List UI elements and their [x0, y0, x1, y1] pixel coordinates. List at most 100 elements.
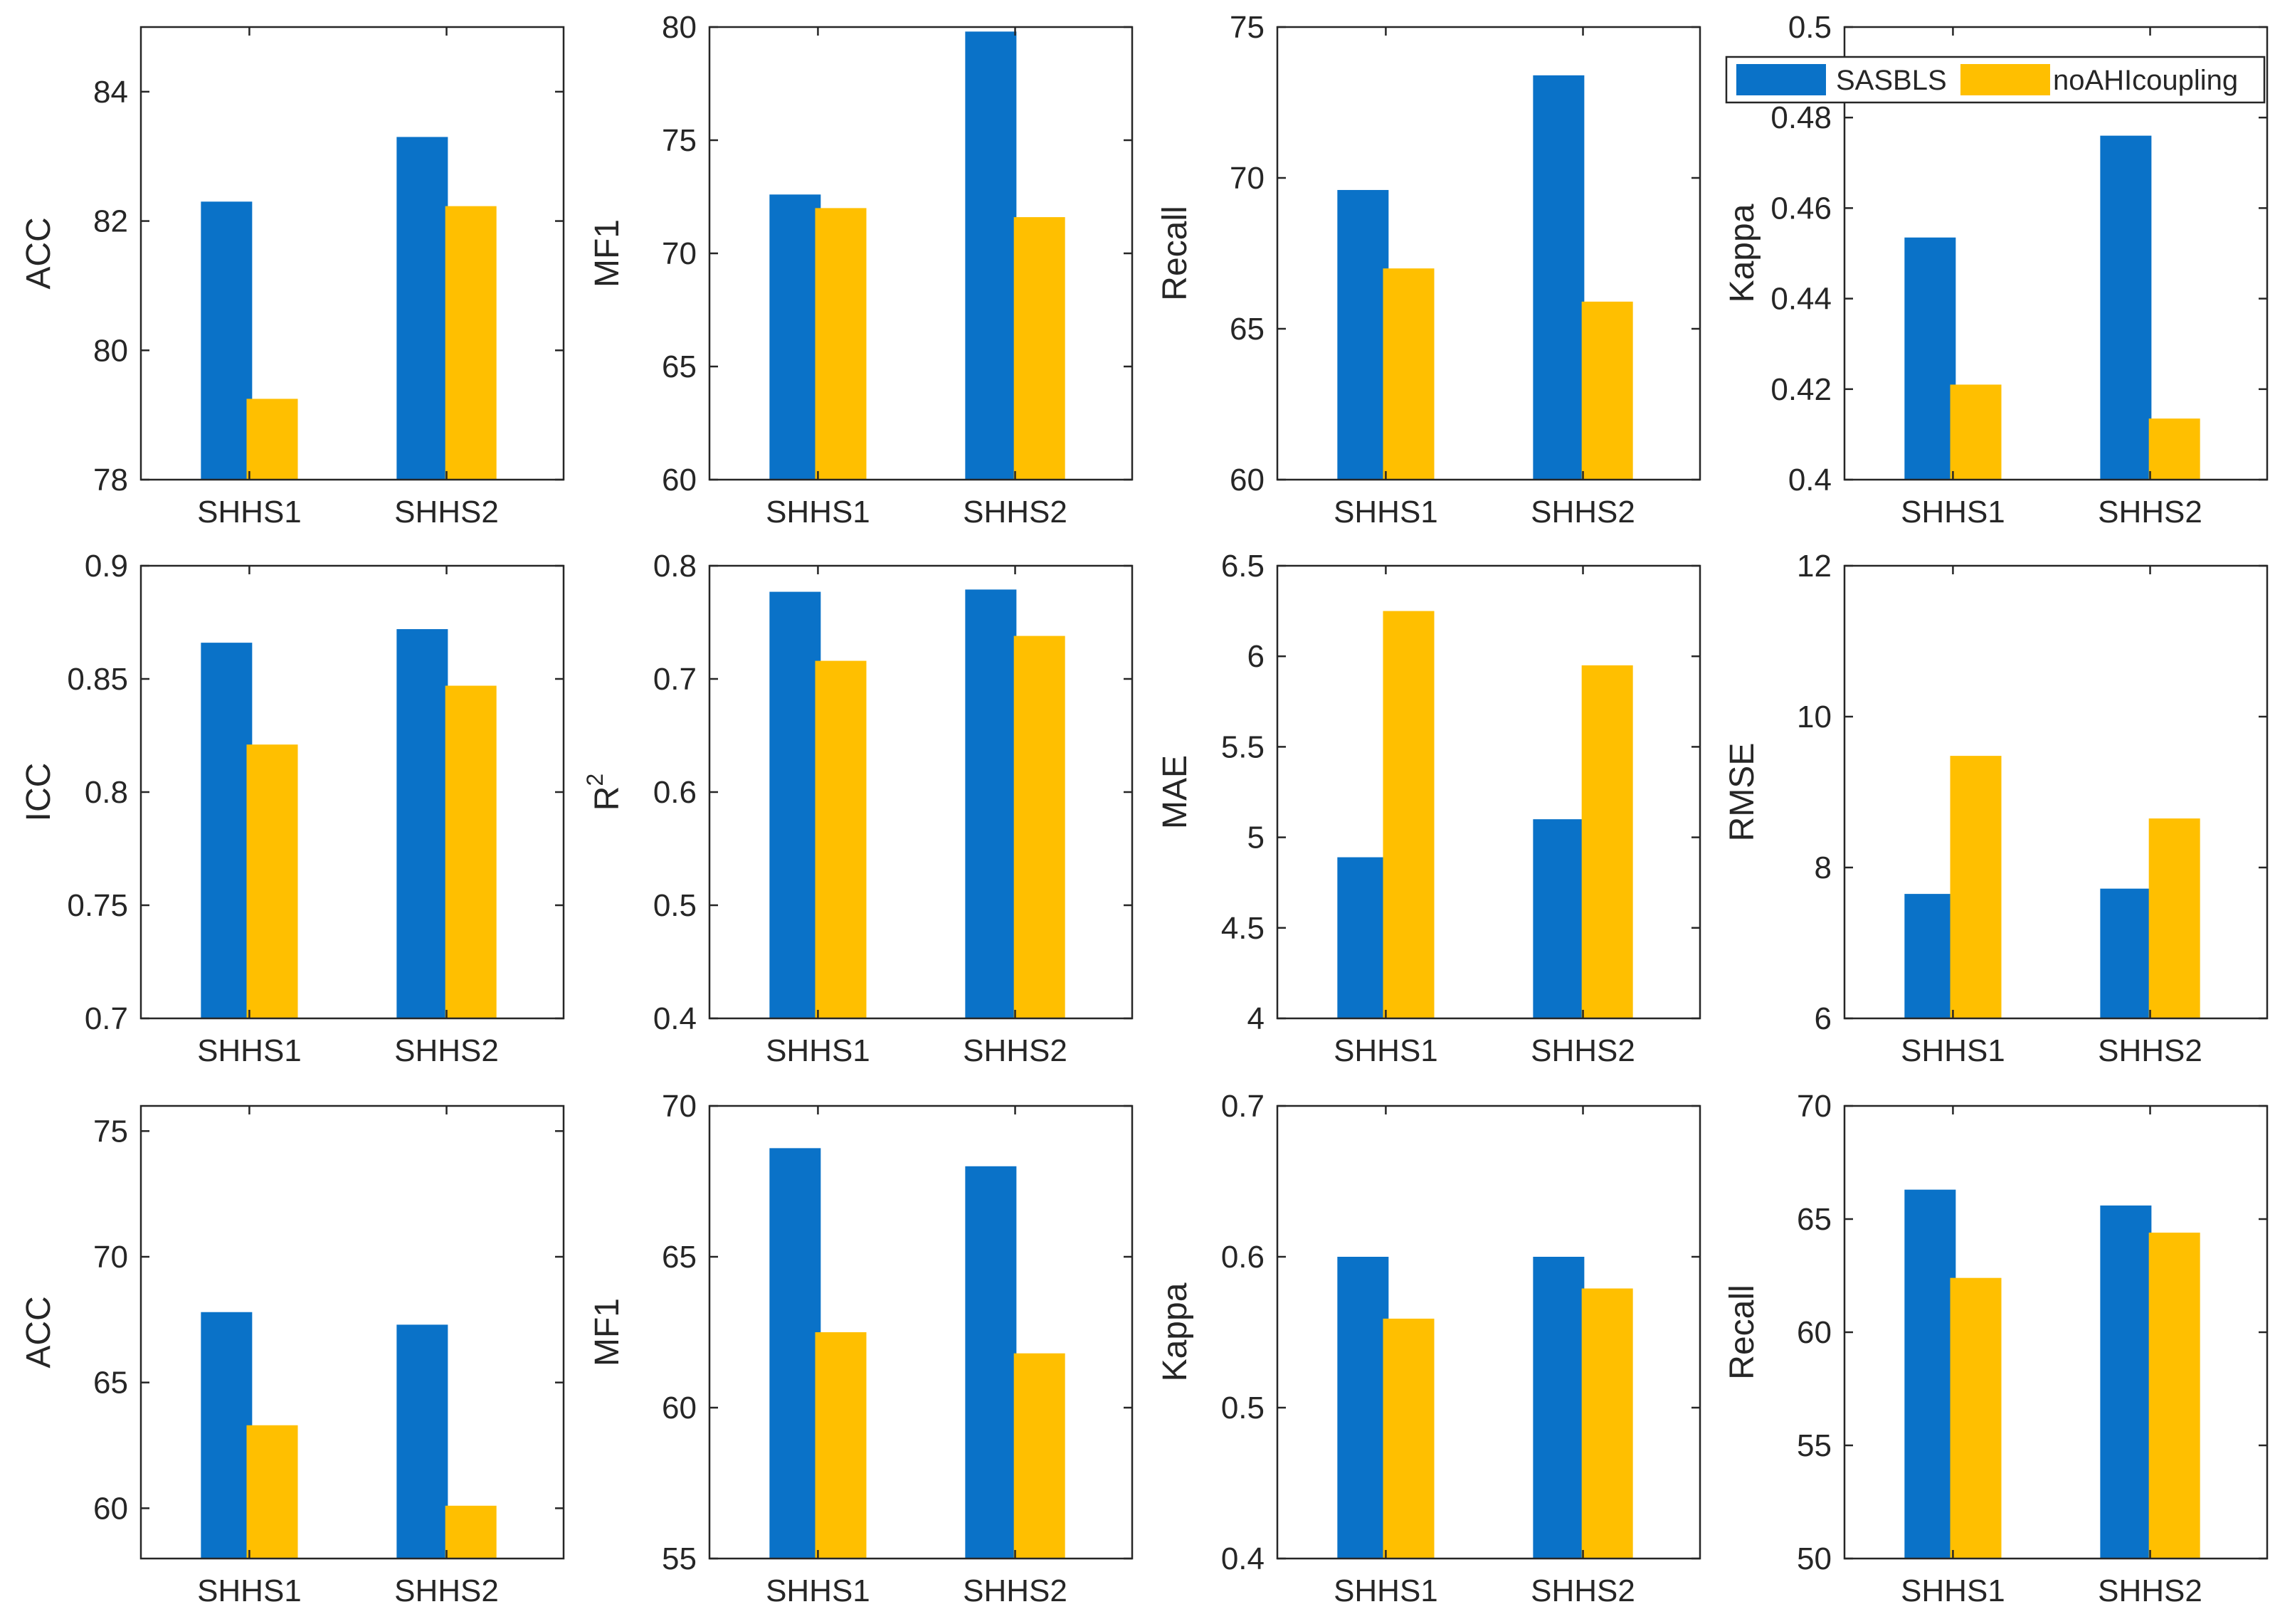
bar-noahicoupling-shhs1	[246, 1425, 298, 1559]
x-tick-label-shhs1: SHHS1	[197, 495, 302, 529]
axes-box	[1843, 564, 2269, 1020]
bar-sasbls-shhs2	[396, 1324, 448, 1559]
bar-sasbls-shhs1	[1337, 189, 1389, 480]
bar-noahicoupling-shhs2	[1581, 301, 1633, 480]
y-tick-label: 65	[662, 349, 697, 384]
chart-panel-1: 78 80 82 84 SHHS1 SHHS2 ACC	[20, 26, 565, 529]
y-tick-label: 0.75	[67, 888, 128, 923]
y-tick-label: 0.5	[1788, 10, 1832, 45]
bar-sasbls-shhs1	[1904, 894, 1956, 1018]
bar-sasbls-shhs2	[965, 589, 1017, 1018]
bar-sasbls-shhs2	[396, 629, 448, 1018]
y-axis-label-text: Kappa	[1724, 204, 1761, 302]
bar-sasbls-shhs1	[769, 591, 821, 1018]
bar-noahicoupling-shhs1	[1950, 384, 2002, 480]
axes-box	[139, 1104, 565, 1560]
y-axis-label-text: MF1	[588, 219, 626, 288]
y-axis-label: Recall	[1724, 1285, 1761, 1379]
x-tick-label-shhs1: SHHS1	[1334, 495, 1438, 529]
x-tick-label-shhs1: SHHS1	[197, 1033, 302, 1068]
bar-noahicoupling-shhs2	[445, 1505, 497, 1559]
x-tick-label-shhs1: SHHS1	[766, 495, 870, 529]
bar-sasbls-shhs1	[201, 643, 253, 1018]
x-tick-label-shhs1: SHHS1	[1901, 495, 2005, 529]
y-tick-label: 70	[1230, 161, 1265, 196]
y-axis-label: Kappa	[1156, 1282, 1194, 1381]
bar-noahicoupling-shhs2	[1013, 1353, 1065, 1559]
y-tick-label: 0.7	[85, 1001, 128, 1036]
y-tick-label: 65	[1230, 312, 1265, 347]
bar-sasbls-shhs1	[201, 201, 253, 480]
bar-noahicoupling-shhs1	[1950, 1277, 2002, 1559]
y-tick-label: 65	[662, 1240, 697, 1275]
y-tick-label: 4.5	[1221, 911, 1265, 946]
y-tick-label: 84	[93, 75, 128, 110]
bar-noahicoupling-shhs1	[815, 660, 867, 1018]
chart-panel-9: 60 65 70 75 SHHS1 SHHS2 ACC	[20, 1104, 565, 1608]
y-tick-label: 8	[1815, 850, 1832, 885]
x-tick-label-shhs2: SHHS2	[963, 1033, 1067, 1068]
y-tick-label: 0.9	[85, 549, 128, 584]
y-axis-label-text: Kappa	[1156, 1282, 1194, 1381]
bar-noahicoupling-shhs2	[2148, 818, 2200, 1018]
x-tick-label-shhs1: SHHS1	[197, 1573, 302, 1608]
legend: SASBLS noAHIcoupling	[1725, 56, 2266, 104]
bar-noahicoupling-shhs1	[1950, 756, 2002, 1018]
legend-swatch-noahicoupling	[1960, 64, 2050, 95]
bar-sasbls-shhs1	[1904, 1189, 1956, 1559]
y-tick-label: 78	[93, 463, 128, 497]
y-tick-label: 0.8	[653, 549, 697, 584]
bar-noahicoupling-shhs2	[1013, 217, 1065, 480]
y-axis-label: MF1	[588, 1298, 626, 1366]
bar-noahicoupling-shhs2	[1581, 665, 1633, 1018]
bar-sasbls-shhs2	[1533, 819, 1585, 1018]
chart-panel-5: 0.7 0.75 0.8 0.85 0.9 SHHS1 SHHS2 ICC	[20, 549, 565, 1068]
y-axis-label-text: R	[588, 786, 626, 811]
axes-box	[1276, 1104, 1701, 1560]
y-tick-label: 0.5	[653, 888, 697, 923]
bar-sasbls-shhs1	[1337, 1257, 1389, 1559]
chart-panel-8: 6 8 10 12 SHHS1 SHHS2 RMSE	[1724, 549, 2269, 1068]
y-tick-label: 0.42	[1770, 372, 1832, 407]
bar-sasbls-shhs1	[1904, 237, 1956, 480]
y-tick-label: 55	[662, 1541, 697, 1576]
y-axis-label-text: RMSE	[1724, 743, 1761, 842]
bar-noahicoupling-shhs1	[1383, 1318, 1435, 1559]
y-tick-label: 0.7	[653, 662, 697, 697]
y-tick-label: 65	[93, 1366, 128, 1401]
y-tick-label: 75	[93, 1114, 128, 1149]
y-axis-label-text: MAE	[1156, 755, 1194, 829]
y-tick-label: 5.5	[1221, 729, 1265, 764]
chart-panel-12: 50 55 60 65 70 SHHS1 SHHS2 Recall	[1724, 1089, 2269, 1608]
y-axis-label-superscript: 2	[582, 774, 608, 786]
y-tick-label: 0.7	[1221, 1089, 1265, 1124]
axes-box	[1276, 26, 1701, 481]
y-axis-label-text: Recall	[1156, 206, 1194, 300]
bar-noahicoupling-shhs1	[815, 208, 867, 480]
y-tick-label: 0.6	[1221, 1240, 1265, 1275]
chart-panel-11: 0.4 0.5 0.6 0.7 SHHS1 SHHS2 Kappa	[1156, 1089, 1701, 1608]
y-tick-label: 60	[93, 1491, 128, 1526]
y-tick-label: 6.5	[1221, 549, 1265, 584]
x-tick-label-shhs2: SHHS2	[2098, 1033, 2202, 1068]
y-axis-label-text: ACC	[20, 1296, 58, 1368]
y-axis-label: ACC	[20, 1296, 58, 1368]
y-tick-label: 0.48	[1770, 100, 1832, 135]
x-tick-label-shhs2: SHHS2	[963, 495, 1067, 529]
y-tick-label: 6	[1815, 1001, 1832, 1036]
y-tick-label: 60	[662, 1391, 697, 1425]
x-tick-label-shhs2: SHHS2	[2098, 495, 2202, 529]
bar-sasbls-shhs2	[2100, 135, 2152, 480]
y-tick-label: 0.8	[85, 775, 128, 810]
x-tick-label-shhs1: SHHS1	[1901, 1033, 2005, 1068]
y-tick-label: 70	[1797, 1089, 1832, 1124]
axes-box	[708, 1104, 1134, 1560]
bar-noahicoupling-shhs1	[246, 744, 298, 1018]
y-tick-label: 60	[1797, 1315, 1832, 1350]
chart-panel-6: 0.4 0.5 0.6 0.7 0.8 SHHS1 SHHS2 R2	[582, 549, 1134, 1068]
x-tick-label-shhs2: SHHS2	[394, 1573, 499, 1608]
bar-sasbls-shhs1	[1337, 857, 1389, 1018]
chart-panel-3: 60 65 70 75 SHHS1 SHHS2 Recall	[1156, 10, 1701, 529]
